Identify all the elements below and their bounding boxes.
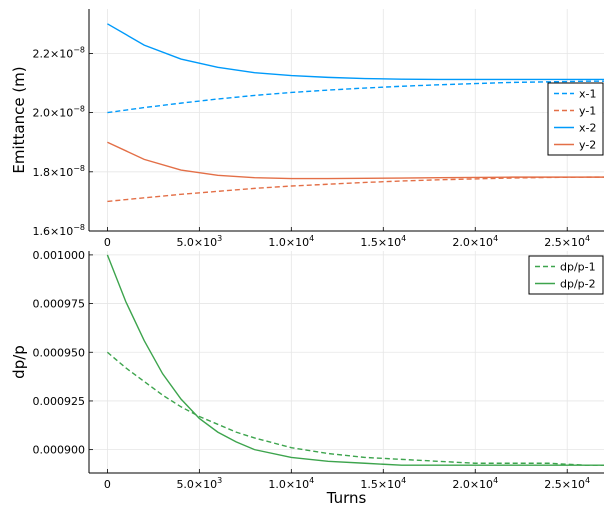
- legend: x-1 y-1 x-2 y-2: [547, 82, 604, 156]
- legend: dp/p-1 dp/p-2: [528, 255, 604, 295]
- series-line-dp/p-1: [106, 351, 604, 466]
- x-tick-label: 1.0×104: [268, 476, 314, 491]
- y-tick-label: 2.2×10−8: [32, 45, 85, 60]
- series-line-dp/p-2: [106, 254, 604, 466]
- y-tick-label: 0.000950: [33, 346, 86, 359]
- legend-box: [528, 255, 604, 295]
- legend-box: [547, 82, 604, 156]
- emittance-panel: 0 5.0×103 1.0×104 1.5×104 2.0×104 2.5×104 1.6×…: [10, 9, 604, 249]
- x-tick-label: 1.0×104: [268, 234, 314, 249]
- series-line-x-2: [107, 23, 604, 81]
- legend-label-dp/p-2: dp/p-2: [560, 278, 596, 291]
- series-line-x-1: [107, 80, 604, 114]
- legend-label-x-2: x-2: [579, 122, 596, 135]
- y-tick-label: 1.6×10−8: [32, 223, 85, 238]
- legend-label-x-1: x-1: [579, 88, 596, 101]
- y-tick-label: 0.000925: [33, 395, 86, 408]
- series-line-y-1: [107, 176, 604, 203]
- y-tick-label: 0.000900: [33, 444, 86, 457]
- x-tick-label: 2.0×104: [452, 476, 498, 491]
- x-tick-label: 0: [104, 236, 111, 249]
- x-tick-label: 5.0×103: [176, 234, 222, 249]
- y-tick-label: 2.0×10−8: [32, 105, 85, 120]
- x-tick-label: 5.0×103: [176, 476, 222, 491]
- x-tick-label: 0: [104, 478, 111, 491]
- y-tick-label: 0.001000: [33, 249, 86, 262]
- x-tick-label: 2.5×104: [544, 476, 590, 491]
- legend-label-y-1: y-1: [579, 105, 596, 118]
- legend-label-y-2: y-2: [579, 139, 596, 152]
- x-tick-label: 1.5×104: [360, 234, 406, 249]
- y-axis-title: dp/p: [10, 345, 28, 379]
- y-tick-label: 0.000975: [33, 298, 86, 311]
- series-line-y-2: [107, 141, 604, 180]
- y-tick-label: 1.8×10−8: [32, 164, 85, 179]
- x-axis-title: Turns: [326, 489, 367, 507]
- dpp-panel: 0 5.0×103 1.0×104 1.5×104 2.0×104 2.5×104 0.00…: [10, 249, 604, 507]
- x-tick-label: 1.5×104: [360, 476, 406, 491]
- x-tick-label: 2.5×104: [544, 234, 590, 249]
- x-tick-label: 2.0×104: [452, 234, 498, 249]
- y-axis-title: Emittance (m): [10, 66, 28, 173]
- legend-label-dp/p-1: dp/p-1: [560, 261, 596, 274]
